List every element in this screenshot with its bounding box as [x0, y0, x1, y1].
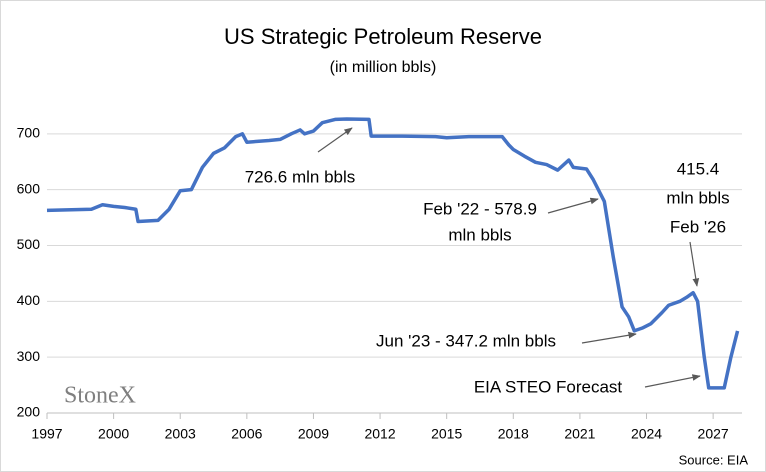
x-tick-label: 2012: [364, 426, 395, 442]
annotation-arrow: [644, 374, 701, 388]
y-tick-label: 600: [17, 180, 41, 196]
source: Source: EIA: [679, 452, 749, 467]
x-tick-label: 2009: [298, 426, 329, 442]
annotation: Feb '22 - 578.9: [423, 199, 537, 218]
chart-subtitle: (in million bbls): [330, 59, 437, 76]
x-tick-label: 2018: [498, 426, 529, 442]
y-tick-label: 500: [17, 236, 41, 252]
annotation-arrow: [689, 241, 700, 287]
annotation-arrow: [547, 197, 599, 214]
annotation: 415.4: [677, 159, 720, 178]
x-tick-label: 2000: [98, 426, 129, 442]
x-tick-label: 2021: [564, 426, 595, 442]
logo: StoneX: [64, 383, 136, 409]
annotation-arrow: [317, 127, 353, 153]
y-tick-label: 200: [17, 404, 41, 420]
x-tick-label: 2024: [631, 426, 662, 442]
data-line: [46, 117, 740, 390]
annotation: mln bbls: [448, 225, 511, 244]
x-tick-label: 2015: [431, 426, 462, 442]
annotation: Feb '26: [670, 217, 726, 236]
annotation-arrow: [581, 331, 637, 344]
annotation: mln bbls: [666, 188, 729, 207]
x-tick-label: 2006: [231, 426, 262, 442]
annotation: 726.6 mln bbls: [245, 167, 356, 186]
annotation: EIA STEO Forecast: [474, 377, 623, 396]
annotation: Jun '23 - 347.2 mln bbls: [376, 331, 556, 350]
y-tick-label: 400: [17, 292, 41, 308]
x-tick-label: 1997: [31, 426, 62, 442]
y-tick-label: 700: [17, 125, 41, 141]
x-tick-label: 2027: [698, 426, 729, 442]
y-tick-label: 300: [17, 348, 41, 364]
chart-title: US Strategic Petroleum Reserve: [224, 24, 542, 49]
x-tick-label: 2003: [165, 426, 196, 442]
